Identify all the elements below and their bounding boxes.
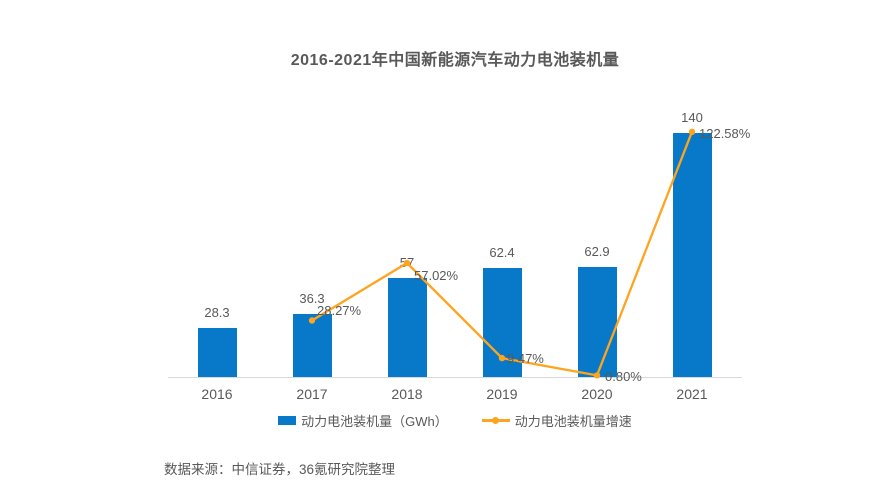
- bar-2017: [292, 314, 332, 377]
- legend: 动力电池装机量（GWh） 动力电池装机量增速: [170, 411, 740, 430]
- growth-rate-label: 57.02%: [414, 268, 459, 283]
- x-axis-line: [168, 377, 742, 378]
- bar-value-label: 62.4: [489, 245, 515, 260]
- growth-rate-label: 0.80%: [605, 369, 642, 385]
- bar-2020: [577, 267, 617, 377]
- x-axis-label: 2018: [391, 386, 423, 402]
- bar-value-label: 62.9: [584, 244, 610, 259]
- source-note: 数据来源：中信证券，36氪研究院整理: [164, 462, 396, 477]
- legend-item-growth-rate: 动力电池装机量增速: [481, 411, 632, 430]
- bar-2018: [387, 278, 427, 377]
- x-axis-label: 2021: [676, 386, 708, 402]
- bar-swatch-icon: [278, 416, 297, 425]
- bar-value-label: 140: [681, 110, 703, 125]
- growth-rate-label: 122.58%: [699, 125, 751, 141]
- legend-item-installed-capacity: 动力电池装机量（GWh）: [278, 411, 448, 430]
- x-axis-label: 2017: [296, 386, 328, 402]
- growth-rate-label: 9.47%: [507, 351, 544, 367]
- bar-2016: [197, 328, 237, 377]
- bar-2021: [672, 133, 712, 377]
- line-marker-icon: [481, 417, 510, 423]
- legend-label: 动力电池装机量增速: [514, 414, 632, 429]
- x-axis-label: 2019: [486, 386, 518, 402]
- x-axis-label: 2016: [201, 386, 233, 402]
- bar-value-label: 28.3: [204, 305, 230, 320]
- growth-rate-label: 28.27%: [317, 302, 362, 318]
- x-axis-label: 2020: [581, 386, 613, 402]
- legend-label: 动力电池装机量（GWh）: [301, 414, 448, 429]
- chart-title: 2016-2021年中国新能源汽车动力电池装机量: [290, 52, 620, 69]
